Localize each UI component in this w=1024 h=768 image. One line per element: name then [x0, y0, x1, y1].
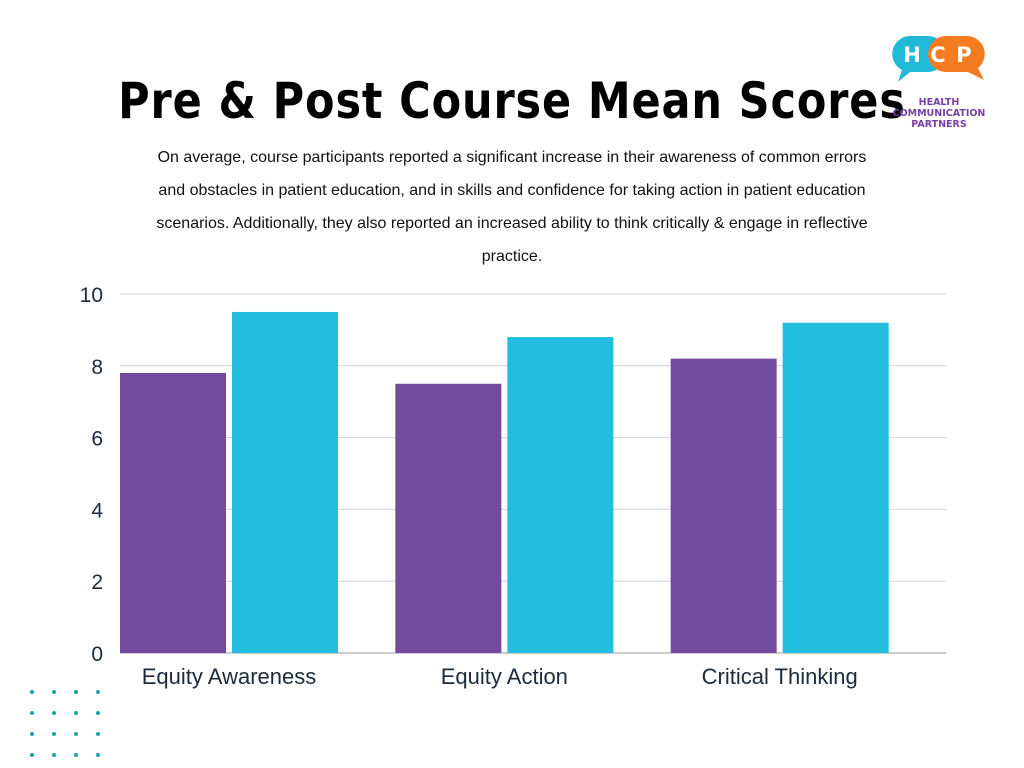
x-tick-label: Equity Awareness [142, 664, 316, 689]
y-tick-label: 6 [91, 428, 103, 451]
bar [670, 358, 777, 653]
decorative-dot [30, 732, 34, 736]
x-tick-label: Critical Thinking [702, 664, 858, 689]
bar [395, 383, 502, 653]
decorative-dot [74, 690, 78, 694]
logo-letter-h: H [903, 43, 921, 67]
dot-grid [30, 690, 100, 757]
decorative-dot [74, 711, 78, 715]
x-tick-label: Equity Action [441, 664, 568, 689]
decorative-dots [30, 690, 100, 757]
logo-letter-c: C [930, 43, 945, 67]
logo-wordmark: HEALTH COMMUNICATION PARTNERS [888, 97, 990, 130]
decorative-dot [52, 753, 56, 757]
y-tick-label: 4 [91, 499, 103, 522]
bar [507, 337, 614, 653]
bar [232, 311, 338, 653]
decorative-dot [96, 711, 100, 715]
decorative-dot [74, 732, 78, 736]
bar [120, 372, 226, 653]
decorative-dot [96, 690, 100, 694]
y-tick-label: 2 [91, 571, 103, 594]
y-tick-label: 0 [91, 643, 103, 666]
decorative-dot [74, 753, 78, 757]
logo-line-communication: COMMUNICATION [892, 108, 986, 119]
decorative-dot [30, 711, 34, 715]
logo-line-partners: PARTNERS [911, 119, 967, 130]
y-tick-label: 10 [80, 284, 103, 307]
decorative-dot [96, 732, 100, 736]
chart-title: Pre & Post Course Mean Scores [118, 72, 906, 130]
decorative-dot [30, 753, 34, 757]
decorative-dot [96, 753, 100, 757]
chart-subtitle: On average, course participants reported… [156, 149, 868, 265]
bar [782, 322, 889, 653]
logo-line-health: HEALTH [918, 97, 960, 108]
y-tick-label: 8 [91, 356, 103, 379]
decorative-dot [52, 690, 56, 694]
logo-letter-p: P [956, 43, 971, 67]
decorative-dot [52, 711, 56, 715]
logo-bubble-orange [928, 35, 985, 80]
decorative-dot [52, 732, 56, 736]
decorative-dot [30, 690, 34, 694]
hcp-logo: H C P [892, 35, 985, 82]
